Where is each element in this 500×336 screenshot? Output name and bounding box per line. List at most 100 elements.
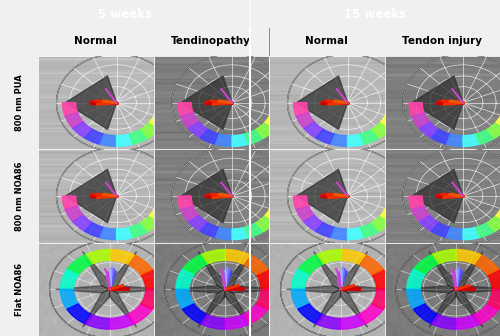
Polygon shape: [225, 252, 252, 289]
Polygon shape: [496, 206, 500, 222]
Polygon shape: [476, 129, 495, 144]
Polygon shape: [225, 289, 252, 327]
Polygon shape: [456, 289, 483, 327]
Polygon shape: [176, 269, 194, 289]
Polygon shape: [110, 289, 136, 327]
Polygon shape: [265, 113, 283, 128]
Polygon shape: [456, 250, 480, 264]
Polygon shape: [225, 314, 250, 329]
Polygon shape: [181, 169, 232, 223]
Polygon shape: [140, 215, 160, 232]
Polygon shape: [296, 206, 314, 222]
Polygon shape: [340, 289, 367, 327]
Polygon shape: [216, 227, 232, 240]
Polygon shape: [100, 227, 116, 240]
Polygon shape: [286, 286, 341, 293]
Polygon shape: [60, 289, 78, 309]
Polygon shape: [225, 286, 279, 293]
Polygon shape: [129, 129, 148, 144]
Polygon shape: [380, 113, 399, 128]
Polygon shape: [294, 196, 308, 210]
Polygon shape: [314, 252, 340, 289]
Polygon shape: [156, 196, 170, 210]
Polygon shape: [65, 113, 84, 128]
Polygon shape: [85, 250, 110, 264]
Polygon shape: [360, 223, 380, 238]
Text: 5 weeks: 5 weeks: [98, 7, 152, 20]
Polygon shape: [348, 134, 364, 146]
Text: 800 nm NOA86: 800 nm NOA86: [14, 161, 24, 231]
Polygon shape: [66, 169, 116, 223]
Polygon shape: [316, 314, 340, 329]
Polygon shape: [476, 223, 495, 238]
Polygon shape: [200, 129, 220, 144]
Polygon shape: [178, 196, 193, 210]
Polygon shape: [56, 286, 110, 293]
Polygon shape: [412, 113, 430, 128]
Polygon shape: [73, 215, 92, 232]
Polygon shape: [256, 215, 276, 232]
Polygon shape: [487, 122, 500, 138]
Text: Normal: Normal: [74, 36, 117, 46]
Polygon shape: [85, 223, 104, 238]
Polygon shape: [432, 129, 450, 144]
Polygon shape: [446, 227, 463, 240]
Polygon shape: [141, 269, 159, 289]
Text: 800 nm PUA: 800 nm PUA: [14, 74, 24, 131]
Polygon shape: [412, 206, 430, 222]
Polygon shape: [331, 134, 347, 146]
Polygon shape: [225, 250, 250, 264]
Polygon shape: [200, 250, 225, 264]
Polygon shape: [314, 289, 340, 327]
Polygon shape: [271, 103, 286, 116]
Polygon shape: [180, 113, 199, 128]
Polygon shape: [178, 103, 193, 116]
Polygon shape: [188, 122, 208, 138]
Polygon shape: [456, 252, 483, 289]
Polygon shape: [200, 314, 225, 329]
Polygon shape: [150, 206, 168, 222]
Polygon shape: [292, 269, 310, 289]
Polygon shape: [181, 76, 232, 129]
Polygon shape: [62, 196, 78, 210]
Polygon shape: [256, 289, 274, 309]
Polygon shape: [198, 252, 225, 289]
Polygon shape: [128, 255, 152, 275]
Polygon shape: [372, 122, 392, 138]
Polygon shape: [487, 215, 500, 232]
Polygon shape: [110, 314, 134, 329]
Polygon shape: [456, 286, 500, 293]
Polygon shape: [316, 223, 335, 238]
Polygon shape: [463, 134, 479, 146]
Polygon shape: [429, 252, 456, 289]
Polygon shape: [129, 223, 148, 238]
Polygon shape: [150, 113, 168, 128]
Polygon shape: [402, 286, 456, 293]
Polygon shape: [67, 255, 92, 275]
Polygon shape: [386, 196, 402, 210]
Polygon shape: [232, 227, 248, 240]
Polygon shape: [409, 196, 424, 210]
Polygon shape: [412, 169, 463, 223]
Polygon shape: [182, 304, 207, 324]
Polygon shape: [340, 252, 367, 289]
Polygon shape: [340, 250, 365, 264]
Polygon shape: [198, 289, 225, 327]
Polygon shape: [340, 314, 365, 329]
Polygon shape: [372, 215, 392, 232]
Polygon shape: [200, 223, 220, 238]
Polygon shape: [463, 227, 479, 240]
Polygon shape: [156, 103, 170, 116]
Polygon shape: [182, 255, 207, 275]
Polygon shape: [304, 215, 324, 232]
Polygon shape: [62, 103, 78, 116]
Polygon shape: [176, 289, 194, 309]
Polygon shape: [372, 269, 390, 289]
Polygon shape: [407, 269, 425, 289]
Polygon shape: [110, 286, 164, 293]
Polygon shape: [488, 269, 500, 289]
Polygon shape: [380, 206, 399, 222]
Text: Normal: Normal: [306, 36, 348, 46]
Polygon shape: [298, 304, 322, 324]
Polygon shape: [171, 286, 225, 293]
